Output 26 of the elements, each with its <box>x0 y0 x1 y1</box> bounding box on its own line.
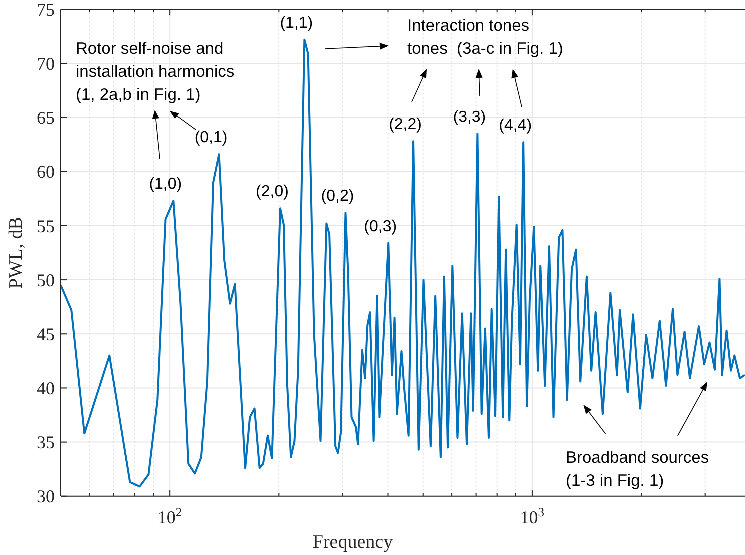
y-axis-title: PWL, dB <box>6 217 27 289</box>
annotation: (4,4) <box>499 118 532 135</box>
annotation: (0,2) <box>321 188 354 205</box>
annotation: (2,2) <box>389 116 422 134</box>
annotation: (0,3) <box>364 218 398 236</box>
y-tick-label: 45 <box>37 324 55 344</box>
y-tick-label: 55 <box>37 216 55 236</box>
annotation: (2,0) <box>256 184 289 201</box>
y-tick-label: 65 <box>37 108 55 128</box>
y-tick-label: 75 <box>37 0 55 20</box>
y-tick-label: 50 <box>37 270 55 290</box>
annotation: (1,1) <box>280 14 314 32</box>
y-tick-label: 40 <box>37 378 55 399</box>
x-tick-label: 10$^{2}$ <box>158 505 182 528</box>
annotation: (0,1) <box>194 130 228 147</box>
y-tick-label: 60 <box>37 162 55 182</box>
annotation: Interaction tones tones (3a-c in Fig. 1) <box>408 17 564 58</box>
y-tick-label: 35 <box>37 432 55 453</box>
x-axis-title: Frequency <box>312 532 394 553</box>
annotation: (3,3) <box>453 109 486 126</box>
annotation: Rotor self-noise and installation harmonics (1, 2a,b in Fig. 1) <box>76 40 235 104</box>
annotation: (1,0) <box>149 176 182 194</box>
y-tick-label: 30 <box>37 486 55 507</box>
y-tick-label: 70 <box>37 54 55 74</box>
x-tick-label: 10$^{3}$ <box>520 505 545 528</box>
annotation: Broadband sources (1-3 in Fig. 1) <box>566 449 710 490</box>
